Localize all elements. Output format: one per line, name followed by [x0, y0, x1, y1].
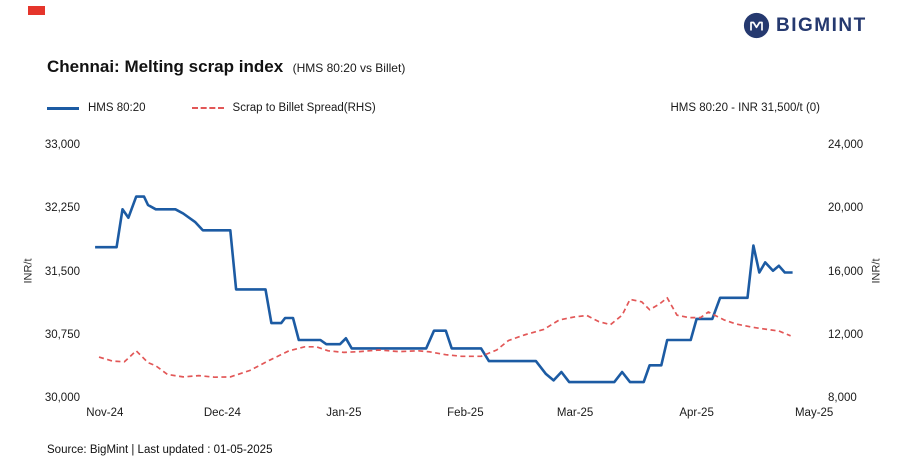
source-note: Source: BigMint | Last updated : 01-05-2… [47, 444, 273, 456]
logo-text: BIGMINT [776, 14, 867, 36]
left-axis-tick: 32,250 [44, 202, 80, 215]
chart-header: Chennai: Melting scrap index (HMS 80:20 … [47, 57, 405, 77]
series-line-1 [98, 296, 791, 379]
x-axis-tick: Dec-24 [203, 407, 241, 419]
right-axis-tick: 16,000 [828, 265, 864, 278]
x-axis-tick: Mar-25 [556, 407, 594, 419]
left-axis-tick: 30,000 [44, 392, 80, 404]
right-axis-tick: 8,000 [828, 392, 857, 404]
right-axis-tick: 24,000 [828, 139, 864, 151]
left-axis-tick: 30,750 [44, 328, 80, 341]
series-line-0 [95, 195, 793, 384]
legend-item-hms: HMS 80:20 [47, 102, 146, 114]
left-axis-tick: 31,500 [44, 265, 80, 278]
bigmint-logo: BIGMINT [743, 12, 867, 39]
x-axis-tick: Apr-25 [679, 407, 714, 419]
chart-subtitle: (HMS 80:20 vs Billet) [292, 61, 406, 75]
brand-red-mark [28, 6, 45, 15]
right-axis-tick: 12,000 [828, 328, 864, 341]
bigmint-logo-icon [743, 12, 770, 39]
legend-label-hms: HMS 80:20 [88, 102, 146, 114]
legend-label-spread: Scrap to Billet Spread(RHS) [232, 102, 376, 114]
x-axis-tick: Nov-24 [86, 407, 124, 419]
legend-item-spread: Scrap to Billet Spread(RHS) [191, 102, 376, 114]
x-axis-tick: May-25 [794, 407, 834, 419]
chart-title: Chennai: Melting scrap index [47, 57, 284, 76]
x-axis-tick: Jan-25 [326, 407, 362, 419]
x-axis-tick: Feb-25 [447, 407, 484, 419]
left-axis-tick: 33,000 [44, 139, 80, 151]
legend-swatch-hms-line [47, 106, 79, 110]
right-axis-tick: 20,000 [828, 202, 864, 215]
legend-swatch-spread-line [191, 107, 224, 109]
latest-value-annotation: HMS 80:20 - INR 31,500/t (0) [670, 102, 820, 114]
legend: HMS 80:20 Scrap to Billet Spread(RHS) HM… [47, 102, 820, 114]
